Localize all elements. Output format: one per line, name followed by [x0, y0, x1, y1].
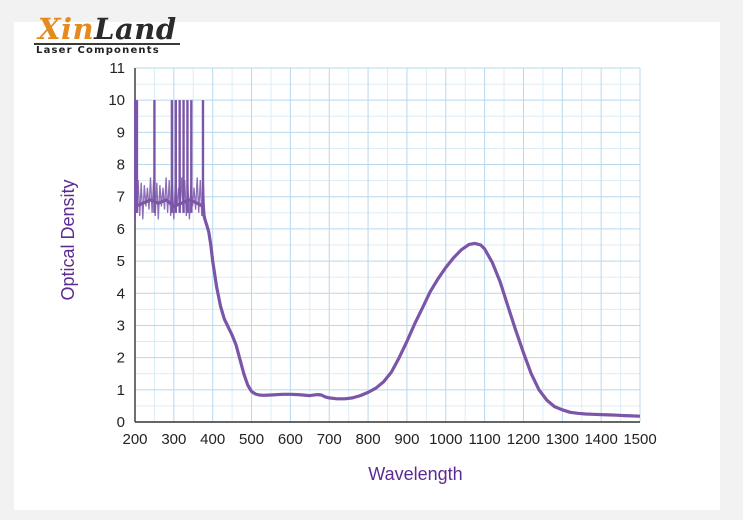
x-tick-label: 700 [317, 431, 342, 448]
x-tick-label: 600 [278, 431, 303, 448]
y-tick-label: 8 [117, 157, 125, 174]
logo-word-part1: Xin [38, 12, 95, 46]
y-tick-label: 9 [117, 124, 125, 141]
noise-band [134, 177, 206, 220]
y-tick-label: 4 [117, 285, 125, 302]
company-logo: XinLand Laser Components [34, 12, 184, 58]
logo-wordmark: XinLand [38, 12, 177, 46]
chart-tick-labels: 200 300 400 500 600 700 800 900 1000 1100 1200 1300… [108, 60, 656, 448]
x-tick-label: 1100 [468, 431, 500, 448]
logo-underline [34, 43, 180, 45]
y-tick-label: 6 [117, 221, 125, 238]
chart-grid [134, 67, 641, 423]
y-tick-label: 11 [109, 60, 125, 77]
x-tick-label: 800 [356, 431, 381, 448]
x-axis-label: Wavelength [368, 464, 462, 484]
y-axis-label: Optical Density [58, 179, 78, 300]
y-tick-label: 1 [117, 382, 125, 399]
y-tick-label: 5 [117, 253, 125, 270]
x-tick-label: 400 [200, 431, 225, 448]
x-tick-label: 1300 [546, 431, 579, 448]
chart-noise-region [134, 100, 206, 220]
chart-panel [14, 22, 720, 510]
y-tick-label: 3 [117, 317, 125, 334]
x-tick-label: 1000 [429, 431, 462, 448]
logo-tagline: Laser Components [36, 45, 160, 56]
x-tick-label: 1500 [623, 431, 656, 448]
y-tick-label: 7 [117, 189, 125, 206]
x-tick-label: 300 [161, 431, 186, 448]
logo-word-part2: Land [94, 12, 177, 46]
y-tick-label: 0 [117, 414, 125, 431]
x-tick-label: 1400 [584, 431, 617, 448]
y-tick-label: 2 [117, 350, 125, 367]
y-tick-label: 10 [108, 92, 125, 109]
x-tick-label: 900 [394, 431, 419, 448]
series-line [134, 198, 641, 418]
x-tick-label: 200 [122, 431, 147, 448]
x-tick-label: 500 [239, 431, 264, 448]
x-tick-label: 1200 [507, 431, 540, 448]
